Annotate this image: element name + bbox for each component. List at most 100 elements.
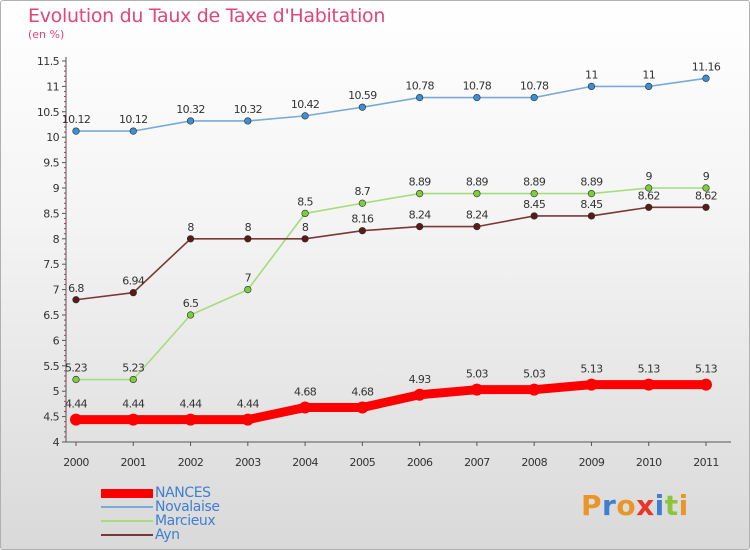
x-tick-label: 2010 [636, 456, 662, 469]
data-point [241, 413, 254, 426]
x-tick-label: 2002 [178, 456, 204, 469]
data-point [358, 103, 366, 111]
series-ayn [72, 203, 710, 304]
y-tick-label: 4.5 [43, 411, 59, 424]
data-point [127, 413, 140, 426]
logo-letter: i [678, 489, 689, 522]
data-label: 8.89 [409, 176, 432, 189]
y-tick-label: 11.5 [37, 55, 60, 68]
data-point [186, 117, 195, 125]
data-labels-layer: 4.44 4.44 4.44 4.44 4.68 4.68 4.93 5.03 5.03 5.13… [62, 60, 722, 411]
legend-item-novalaise: Novalaise [101, 499, 301, 515]
x-tick-label: 2003 [235, 456, 261, 469]
legend-swatch [101, 506, 153, 508]
y-tick-label: 9 [53, 182, 60, 195]
data-label: 9 [646, 170, 653, 183]
data-label: 5.13 [638, 363, 661, 376]
series-line-ayn [75, 206, 707, 301]
legend-item-marcieux: Marcieux [101, 513, 301, 529]
data-label: 11 [585, 68, 598, 81]
data-label: 11 [642, 68, 655, 81]
data-point [301, 112, 309, 120]
chart-subtitle: (en %) [28, 28, 65, 41]
legend-label: Marcieux [155, 513, 216, 529]
data-label: 5.23 [65, 362, 88, 375]
data-label: 8.7 [355, 185, 371, 198]
data-label: 5.03 [466, 368, 489, 381]
data-point [244, 117, 252, 125]
data-point [129, 127, 137, 135]
data-point [645, 82, 653, 90]
data-label: 4.44 [237, 398, 260, 411]
y-tick-label: 11 [46, 80, 59, 93]
legend-item-ayn: Ayn [101, 527, 301, 543]
data-point [585, 378, 598, 391]
data-point [186, 235, 195, 243]
data-point [702, 184, 710, 192]
data-point [530, 212, 538, 220]
data-point [72, 127, 80, 135]
logo-letter: o [616, 489, 637, 522]
data-point [702, 74, 710, 82]
data-point [470, 383, 483, 396]
y-tick-label: 9.5 [43, 157, 59, 170]
data-point [530, 93, 538, 102]
logo-letter: i [654, 489, 665, 522]
chart-title: Evolution du Taux de Taxe d'Habitation [28, 5, 386, 27]
data-label: 10.78 [405, 80, 434, 93]
data-point [186, 311, 195, 319]
data-label: 10.78 [463, 80, 492, 93]
data-label: 8.45 [523, 198, 546, 211]
y-tick-label: 8 [53, 233, 60, 246]
data-label: 4.68 [294, 385, 317, 398]
series-novalaise [72, 74, 710, 135]
data-point [530, 189, 538, 198]
data-point [702, 203, 710, 211]
legend-label: NANCES [155, 485, 211, 501]
legend-label: Novalaise [155, 499, 220, 515]
data-point [72, 375, 80, 384]
data-label: 8.89 [580, 176, 603, 189]
data-label: 4.44 [122, 398, 145, 411]
data-label: 8 [187, 221, 194, 234]
data-point [700, 378, 712, 391]
data-label: 8 [245, 221, 252, 234]
data-label: 4.68 [351, 385, 374, 398]
data-label: 4.44 [65, 398, 88, 411]
data-point [244, 235, 252, 243]
data-point [358, 199, 366, 207]
data-point [70, 413, 82, 426]
y-tick-label: 4 [53, 436, 60, 449]
data-label: 8.24 [409, 209, 432, 222]
y-tick-label: 7 [53, 284, 60, 297]
data-label: 10.32 [176, 103, 205, 116]
series-line-novalaise [75, 77, 707, 132]
y-tick-label: 10 [46, 131, 59, 144]
data-label: 8.89 [523, 176, 546, 189]
series-marcieux [72, 184, 710, 384]
data-label: 7 [245, 272, 252, 285]
data-point [416, 93, 424, 102]
x-tick-label: 2005 [350, 456, 376, 469]
data-label: 8.16 [351, 213, 374, 226]
data-label: 8.5 [297, 195, 313, 208]
y-tick-label: 5.5 [43, 360, 59, 373]
data-point [587, 212, 596, 220]
legend-item-nances: NANCES [101, 485, 301, 501]
data-point [301, 209, 309, 217]
logo-letter: t [664, 489, 679, 522]
legend-swatch [101, 488, 153, 498]
data-point [301, 235, 309, 243]
data-point [129, 375, 137, 384]
data-point [413, 388, 426, 401]
x-tick-label: 2009 [579, 456, 605, 469]
series-line-marcieux [75, 187, 707, 381]
data-label: 8.45 [580, 198, 603, 211]
data-label: 5.13 [580, 363, 603, 376]
y-tick-label: 5 [53, 385, 60, 398]
data-label: 6.5 [183, 297, 199, 310]
data-label: 9 [703, 170, 710, 183]
data-point [587, 189, 596, 198]
